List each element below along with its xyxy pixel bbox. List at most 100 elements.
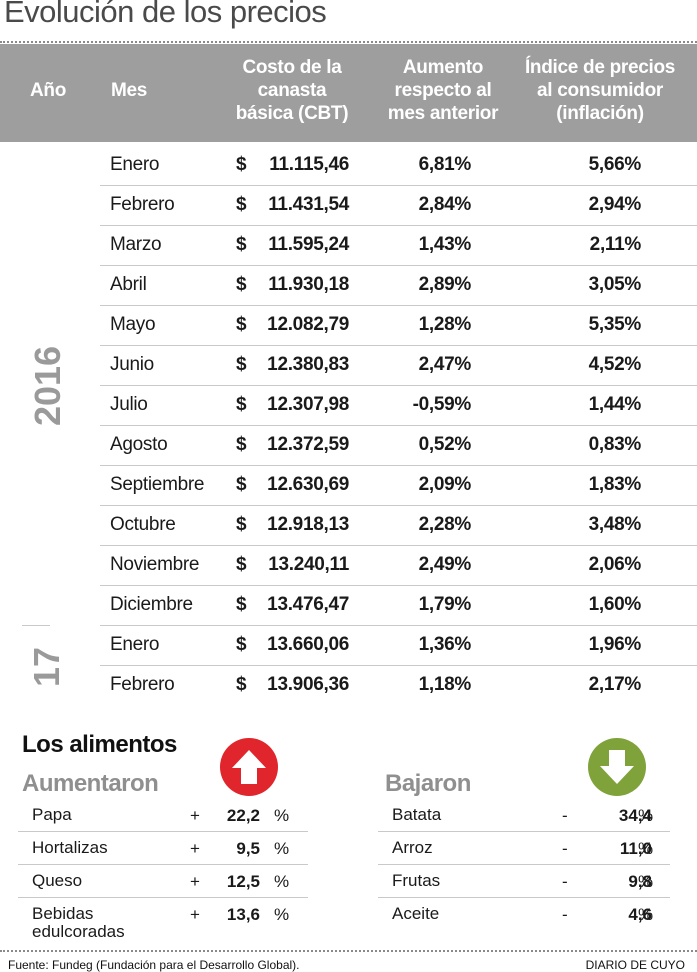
food-row: Papa +22,2%	[18, 800, 308, 832]
table-row: Enero $11.115,46 6,81% 5,66%	[82, 146, 697, 186]
year-label-17: 17	[26, 646, 68, 688]
currency-cell: $	[236, 514, 247, 535]
table-row: Noviembre $13.240,11 2,49% 2,06%	[82, 546, 697, 586]
aumento-cell: 0,52%	[418, 434, 472, 455]
aumento-cell: 1,79%	[418, 594, 472, 615]
cbt-cell: 11.595,24	[268, 234, 349, 255]
bajaron-title: Bajaron	[385, 770, 471, 797]
top-divider	[0, 41, 697, 43]
cbt-cell: 11.930,18	[268, 274, 349, 295]
cbt-cell: 13.660,06	[267, 634, 349, 655]
page-title: Evolución de los precios	[4, 0, 327, 29]
row-divider	[100, 265, 697, 266]
cbt-cell: 12.082,79	[267, 314, 349, 335]
ipc-cell: 3,48%	[588, 514, 642, 535]
food-row: Hortalizas +9,5%	[18, 833, 308, 865]
food-sign: -	[562, 839, 568, 858]
food-name: Papa	[32, 805, 72, 824]
food-sign: -	[562, 806, 568, 825]
aumento-cell: 2,89%	[418, 274, 472, 295]
row-divider	[100, 185, 697, 186]
food-pct: %	[638, 905, 654, 924]
aumento-cell: 6,81%	[418, 154, 472, 175]
food-row: Frutas - 9,8%	[378, 866, 670, 898]
food-divider	[378, 864, 670, 865]
food-name: Frutas	[392, 871, 441, 890]
cbt-cell: 12.372,59	[267, 434, 349, 455]
cbt-cell: 12.307,98	[267, 394, 349, 415]
currency-cell: $	[236, 194, 247, 215]
food-row: Batata - 34,4%	[378, 800, 670, 832]
currency-cell: $	[236, 674, 247, 695]
currency-cell: $	[236, 234, 247, 255]
brand-text: DIARIO DE CUYO	[585, 958, 685, 972]
table-row: Febrero $11.431,54 2,84% 2,94%	[82, 186, 697, 226]
cbt-cell: 12.918,13	[267, 514, 349, 535]
table-row: Julio $12.307,98 -0,59% 1,44%	[82, 386, 697, 426]
row-divider	[100, 385, 697, 386]
food-sign: -	[562, 872, 568, 891]
ipc-cell: 1,96%	[588, 634, 642, 655]
month-cell: Febrero	[110, 674, 175, 695]
aumento-cell: 1,36%	[418, 634, 472, 655]
food-value: 9,5	[236, 839, 260, 858]
table-row: Mayo $12.082,79 1,28% 5,35%	[82, 306, 697, 346]
food-row: Queso +12,5%	[18, 866, 308, 898]
year-label-2016: 2016	[27, 345, 69, 427]
month-cell: Septiembre	[110, 474, 205, 495]
food-row: Bebidas edulcoradas +13,6%	[18, 899, 308, 941]
food-name: Hortalizas	[32, 838, 108, 857]
food-name: Arroz	[392, 838, 433, 857]
food-name: Bebidas edulcoradas	[32, 904, 125, 941]
food-name: Queso	[32, 871, 83, 890]
alimentos-title: Los alimentos	[22, 731, 177, 758]
food-name: Aceite	[392, 904, 440, 923]
header-anio: Año	[30, 80, 67, 101]
ipc-cell: 2,94%	[588, 194, 642, 215]
row-divider	[100, 425, 697, 426]
table-row: Diciembre $13.476,47 1,79% 1,60%	[82, 586, 697, 626]
currency-cell: $	[236, 474, 247, 495]
aumento-cell: 2,47%	[418, 354, 472, 375]
table-row: Octubre $12.918,13 2,28% 3,48%	[82, 506, 697, 546]
cbt-cell: 13.476,47	[267, 594, 349, 615]
currency-cell: $	[236, 594, 247, 615]
aumento-cell: 1,18%	[418, 674, 472, 695]
currency-cell: $	[236, 274, 247, 295]
month-cell: Enero	[110, 154, 160, 175]
row-divider	[100, 465, 697, 466]
food-pct: %	[274, 905, 290, 924]
food-pct: %	[274, 806, 290, 825]
food-value: 9,8	[628, 872, 652, 891]
header-aumento: Aumento respecto al mes anterior	[387, 57, 499, 124]
cbt-cell: 12.380,83	[267, 354, 349, 375]
currency-cell: $	[236, 314, 247, 335]
row-divider	[100, 305, 697, 306]
table-row: Abril $11.930,18 2,89% 3,05%	[82, 266, 697, 306]
currency-cell: $	[236, 394, 247, 415]
source-text: Fuente: Fundeg (Fundación para el Desarr…	[8, 958, 300, 972]
food-pct: %	[638, 872, 654, 891]
food-name: Batata	[392, 805, 442, 824]
month-cell: Julio	[110, 394, 148, 415]
table-row: Marzo $11.595,24 1,43% 2,11%	[82, 226, 697, 266]
month-cell: Mayo	[110, 314, 156, 335]
food-sign: +	[190, 872, 200, 891]
month-cell: Junio	[110, 354, 154, 375]
food-value: 22,2	[226, 806, 260, 825]
currency-cell: $	[236, 434, 247, 455]
row-divider	[100, 505, 697, 506]
food-pct: %	[274, 839, 290, 858]
food-sign: -	[562, 905, 568, 924]
cbt-cell: 11.431,54	[268, 194, 349, 215]
food-sign: +	[190, 905, 200, 924]
ipc-cell: 2,17%	[588, 674, 642, 695]
food-divider	[18, 897, 308, 898]
cbt-cell: 12.630,69	[267, 474, 349, 495]
month-cell: Octubre	[110, 514, 176, 535]
month-cell: Abril	[110, 274, 147, 295]
food-pct: %	[638, 806, 654, 825]
month-cell: Enero	[110, 634, 160, 655]
ipc-cell: 2,06%	[588, 554, 642, 575]
food-value: 4,6	[628, 905, 652, 924]
